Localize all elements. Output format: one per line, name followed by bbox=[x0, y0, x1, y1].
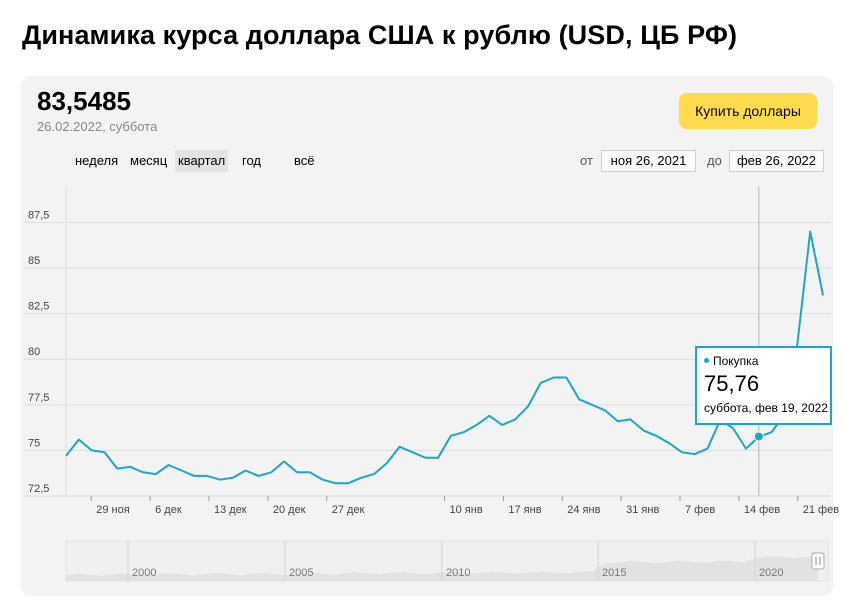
navigator-handle[interactable] bbox=[811, 552, 825, 570]
x-tick-label: 31 янв bbox=[626, 504, 659, 516]
series-dot-icon bbox=[704, 358, 709, 364]
page-title: Динамика курса доллара США к рублю (USD,… bbox=[22, 20, 738, 50]
period-quarter[interactable]: квартал bbox=[175, 150, 229, 172]
x-tick-label: 21 фев bbox=[803, 504, 839, 516]
x-tick-label: 17 янв bbox=[508, 504, 541, 516]
x-tick-label: 24 янв bbox=[567, 504, 600, 516]
navigator-year-label: 2005 bbox=[289, 567, 313, 579]
navigator-area bbox=[66, 555, 818, 581]
x-tick-label: 7 фев bbox=[685, 504, 715, 516]
period-all[interactable]: всё bbox=[294, 153, 315, 168]
tooltip-date: суббота, фев 19, 2022 bbox=[704, 401, 828, 415]
buy-dollars-button[interactable]: Купить доллары bbox=[679, 93, 817, 129]
y-tick-label: 80 bbox=[28, 346, 40, 358]
x-tick-label: 14 фев bbox=[744, 504, 780, 516]
x-tick-label: 27 дек bbox=[332, 504, 365, 516]
x-tick-label: 29 ноя bbox=[96, 504, 129, 516]
y-tick-label: 87,5 bbox=[28, 209, 49, 221]
tooltip-value: 75,76 bbox=[704, 371, 760, 396]
range-from-label: от bbox=[580, 153, 593, 168]
navigator-year-label: 2015 bbox=[602, 567, 626, 579]
period-week[interactable]: неделя bbox=[75, 153, 119, 168]
y-tick-label: 85 bbox=[28, 255, 40, 267]
navigator-year-label: 2010 bbox=[446, 567, 470, 579]
y-tick-label: 75 bbox=[28, 437, 40, 449]
current-date: 26.02.2022, суббота bbox=[37, 119, 158, 134]
tooltip-series: Покупка bbox=[713, 354, 759, 368]
series-line bbox=[65, 230, 824, 485]
range-from-input[interactable]: ноя 26, 2021 bbox=[601, 150, 696, 172]
period-month[interactable]: месяц bbox=[130, 153, 168, 168]
x-tick-label: 13 дек bbox=[214, 504, 247, 516]
highlight-point bbox=[753, 431, 764, 442]
range-to-input[interactable]: фев 26, 2022 bbox=[729, 150, 824, 172]
y-tick-label: 72,5 bbox=[28, 483, 49, 495]
y-tick-label: 82,5 bbox=[28, 301, 49, 313]
navigator-year-label: 2020 bbox=[759, 567, 783, 579]
y-tick-label: 77,5 bbox=[28, 392, 49, 404]
x-tick-label: 6 дек bbox=[155, 504, 182, 516]
chart-card bbox=[21, 76, 833, 596]
range-to-label: до bbox=[707, 153, 722, 168]
x-tick-label: 20 дек bbox=[273, 504, 306, 516]
period-year[interactable]: год bbox=[242, 153, 261, 168]
tooltip: Покупка 75,76 суббота, фев 19, 2022 bbox=[695, 346, 832, 425]
navigator-year-label: 2000 bbox=[132, 567, 156, 579]
current-rate: 83,5485 bbox=[37, 86, 131, 116]
x-tick-label: 10 янв bbox=[450, 504, 483, 516]
